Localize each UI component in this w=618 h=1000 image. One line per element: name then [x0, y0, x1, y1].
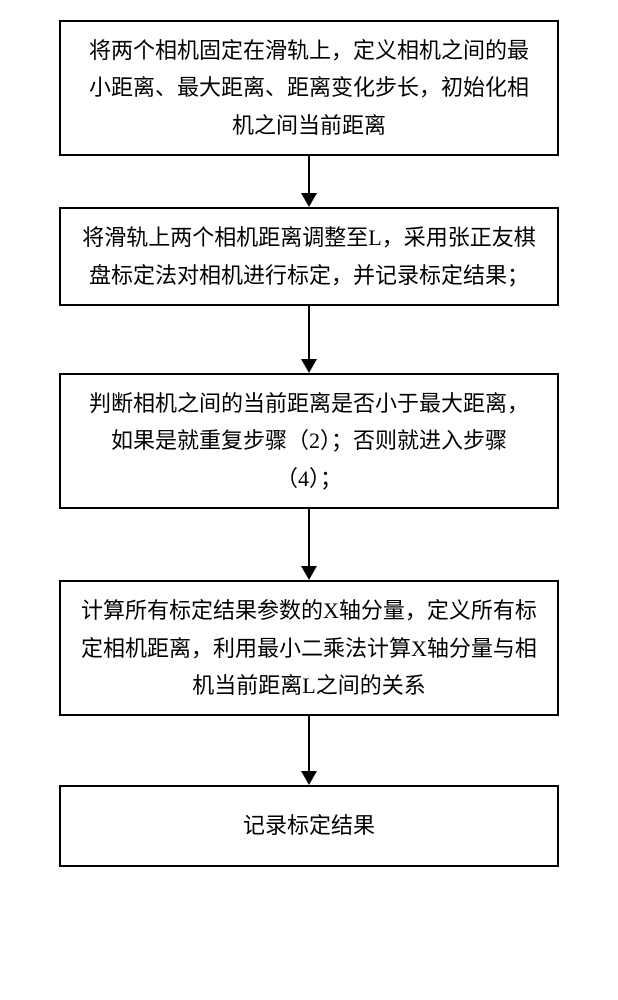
flow-step-5: 记录标定结果 [59, 785, 559, 866]
arrow-head-icon [301, 566, 317, 580]
flow-step-2-text: 将滑轨上两个相机距离调整至L，采用张正友棋盘标定法对相机进行标定，并记录标定结果… [79, 219, 539, 294]
flow-step-1: 将两个相机固定在滑轨上，定义相机之间的最小距离、最大距离、距离变化步长，初始化相… [59, 20, 559, 156]
flow-step-3: 判断相机之间的当前距离是否小于最大距离，如果是就重复步骤（2）；否则就进入步骤（… [59, 373, 559, 509]
arrow-line [308, 306, 310, 360]
arrow-line [308, 156, 310, 194]
arrow-head-icon [301, 771, 317, 785]
flow-arrow-3 [301, 509, 317, 580]
flow-step-2: 将滑轨上两个相机距离调整至L，采用张正友棋盘标定法对相机进行标定，并记录标定结果… [59, 207, 559, 306]
flow-step-4-text: 计算所有标定结果参数的X轴分量，定义所有标定相机距离，利用最小二乘法计算X轴分量… [79, 592, 539, 704]
flow-step-5-text: 记录标定结果 [79, 807, 539, 844]
flowchart-container: 将两个相机固定在滑轨上，定义相机之间的最小距离、最大距离、距离变化步长，初始化相… [0, 0, 618, 887]
flow-step-3-text: 判断相机之间的当前距离是否小于最大距离，如果是就重复步骤（2）；否则就进入步骤（… [79, 385, 539, 497]
flow-arrow-4 [301, 716, 317, 785]
arrow-head-icon [301, 359, 317, 373]
flow-arrow-2 [301, 306, 317, 373]
arrow-line [308, 509, 310, 567]
arrow-line [308, 716, 310, 772]
flow-arrow-1 [301, 156, 317, 207]
arrow-head-icon [301, 193, 317, 207]
flow-step-4: 计算所有标定结果参数的X轴分量，定义所有标定相机距离，利用最小二乘法计算X轴分量… [59, 580, 559, 716]
flow-step-1-text: 将两个相机固定在滑轨上，定义相机之间的最小距离、最大距离、距离变化步长，初始化相… [79, 32, 539, 144]
